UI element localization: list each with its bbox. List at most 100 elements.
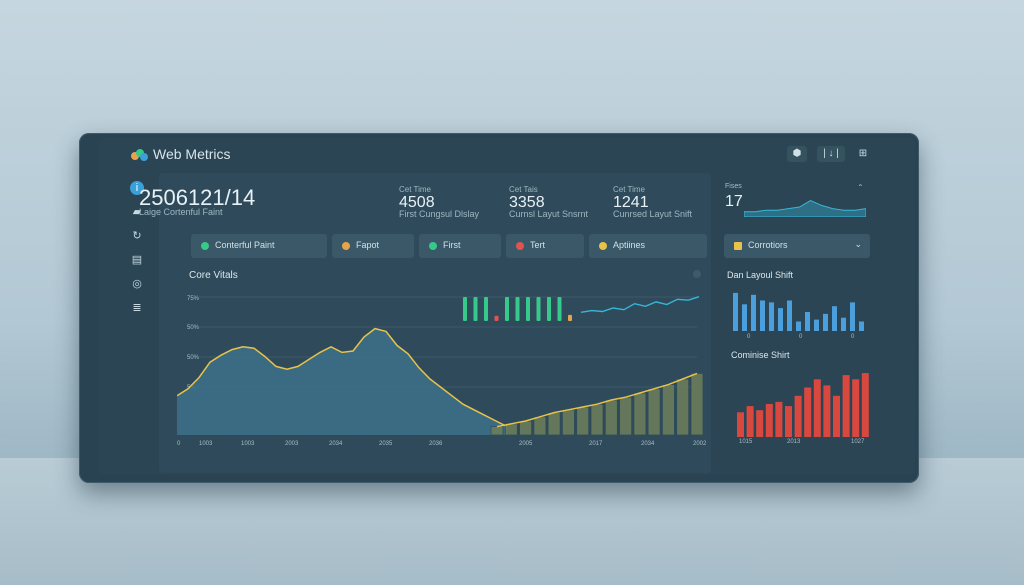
- info-icon[interactable]: i: [130, 181, 144, 195]
- legend-dot: [429, 242, 437, 250]
- grid-view-button[interactable]: ⊞: [858, 148, 868, 159]
- document-icon[interactable]: ▤: [131, 254, 143, 266]
- primary-metric-label: Laige Cortenful Faint: [139, 207, 223, 217]
- x-tick: 2036: [429, 441, 443, 447]
- mini-green-bar: [494, 315, 499, 321]
- legend-chip-tert[interactable]: Tert: [506, 234, 584, 258]
- trend-bar: [633, 392, 647, 436]
- area-series: [177, 328, 507, 435]
- kpi-value: 4508: [399, 194, 435, 211]
- legend-label: Aptiines: [613, 240, 646, 250]
- legend-label: First: [443, 240, 461, 250]
- kpi-label: Curnsl Layut Snsrnt: [509, 209, 589, 219]
- trend-bar: [604, 399, 618, 436]
- sidebar: i ▰ ↻ ▤ ◎ ≣: [125, 181, 155, 321]
- right-top-value: 17: [725, 193, 743, 210]
- y-tick: 50%: [187, 325, 200, 331]
- kpi-label: Cunrsed Layut Snift: [613, 209, 693, 219]
- mini-green-bar: [463, 297, 467, 321]
- legend-label: Fapot: [356, 240, 380, 250]
- x-tick: 0: [177, 441, 181, 447]
- x-tick: 1003: [199, 441, 213, 447]
- trend-bar: [547, 412, 561, 436]
- dashboard-screen: Web Metrics ⬢ | ↓ | ⊞ i ▰ ↻ ▤ ◎ ≣ 250612…: [99, 137, 915, 475]
- mini-green-bar: [484, 297, 488, 321]
- kpi-caption: Cet Time: [613, 185, 646, 194]
- theme-button[interactable]: ⬢: [787, 146, 807, 162]
- trend-bar: [590, 403, 604, 436]
- red-bar: [785, 406, 792, 437]
- trend-bar: [690, 373, 704, 436]
- red-bar: [852, 379, 860, 437]
- x-tick: 2003: [285, 441, 299, 447]
- red-bar: [833, 395, 840, 437]
- red-chart-title: Cominise Shirt: [731, 350, 790, 360]
- red-bar: [775, 401, 783, 437]
- mini-green-bar: [557, 297, 562, 321]
- controls-label: Corrotiors: [748, 240, 788, 250]
- blue-bar: [841, 317, 846, 331]
- y-tick: 75%: [187, 296, 200, 302]
- legend-label: Tert: [530, 240, 546, 250]
- legend-label: Conterful Paint: [215, 240, 275, 250]
- blue-x-tick: 0: [799, 334, 803, 340]
- blue-bar: [814, 319, 819, 331]
- blue-bar: [832, 306, 837, 331]
- red-bar-chart: [737, 373, 869, 437]
- core-vitals-chart: [177, 296, 704, 436]
- red-x-tick: 1027: [851, 439, 865, 445]
- download-button[interactable]: | ↓ |: [817, 146, 845, 162]
- red-bar: [804, 387, 812, 437]
- x-tick: 2034: [641, 441, 655, 447]
- red-bar: [861, 373, 869, 437]
- core-vitals-title: Core Vitals: [189, 270, 238, 281]
- kpi-value: 1241: [613, 194, 649, 211]
- red-bar: [746, 406, 754, 437]
- trend-line: [496, 372, 698, 428]
- refresh-icon[interactable]: ↻: [132, 230, 142, 242]
- red-bar: [765, 404, 773, 437]
- mini-green-bar: [536, 297, 541, 321]
- legend-dot: [201, 242, 209, 250]
- settings-icon[interactable]: ◎: [132, 278, 142, 290]
- area-series-line: [177, 327, 508, 428]
- blue-bar: [742, 304, 747, 331]
- mini-green-bar: [547, 297, 551, 321]
- legend-dot: [342, 242, 350, 250]
- blue-chart-title: Dan Layoul Shift: [727, 270, 794, 280]
- red-x-tick: 1015: [739, 439, 753, 445]
- legend-chip-fapot[interactable]: Fapot: [332, 234, 414, 258]
- trend-bar: [619, 396, 633, 436]
- legend-chip-aptiines[interactable]: Aptiines: [589, 234, 707, 258]
- x-tick: 2002: [693, 441, 707, 447]
- title-bar: Web Metrics ⬢ | ↓ | ⊞: [99, 137, 915, 171]
- app-title: Web Metrics: [153, 146, 231, 162]
- chevron-down-icon: ⌄: [854, 239, 862, 249]
- stack-icon[interactable]: ≣: [132, 302, 142, 314]
- blue-bar: [859, 321, 864, 331]
- trend-bar: [490, 426, 504, 436]
- controls-dropdown[interactable]: Corrotiors ⌄: [724, 234, 870, 258]
- more-options-icon[interactable]: [693, 270, 701, 278]
- blue-bar: [823, 313, 828, 331]
- trend-bar: [561, 409, 575, 436]
- red-bar: [794, 395, 802, 437]
- x-tick: 2005: [519, 441, 533, 447]
- mini-green-bar: [526, 297, 530, 321]
- blue-bar: [796, 321, 801, 331]
- mini-green-bars: [463, 297, 572, 321]
- y-tick: 50%: [187, 355, 200, 361]
- legend-chip-contentful-paint[interactable]: Conterful Paint: [191, 234, 327, 258]
- blue-bar: [751, 294, 756, 331]
- blue-bar: [778, 308, 783, 331]
- folder-icon[interactable]: ▰: [132, 206, 142, 218]
- right-top-chart: [744, 200, 866, 217]
- blue-bar: [805, 312, 810, 331]
- primary-metric-value: 2506121/14: [139, 185, 256, 210]
- app-logo-icon: [131, 149, 149, 161]
- legend-chip-first[interactable]: First: [419, 234, 501, 258]
- controls-icon: [734, 242, 742, 250]
- chevron-up-icon[interactable]: ⌃: [857, 183, 864, 192]
- legend-dot: [516, 242, 524, 250]
- mini-green-bar: [473, 297, 478, 321]
